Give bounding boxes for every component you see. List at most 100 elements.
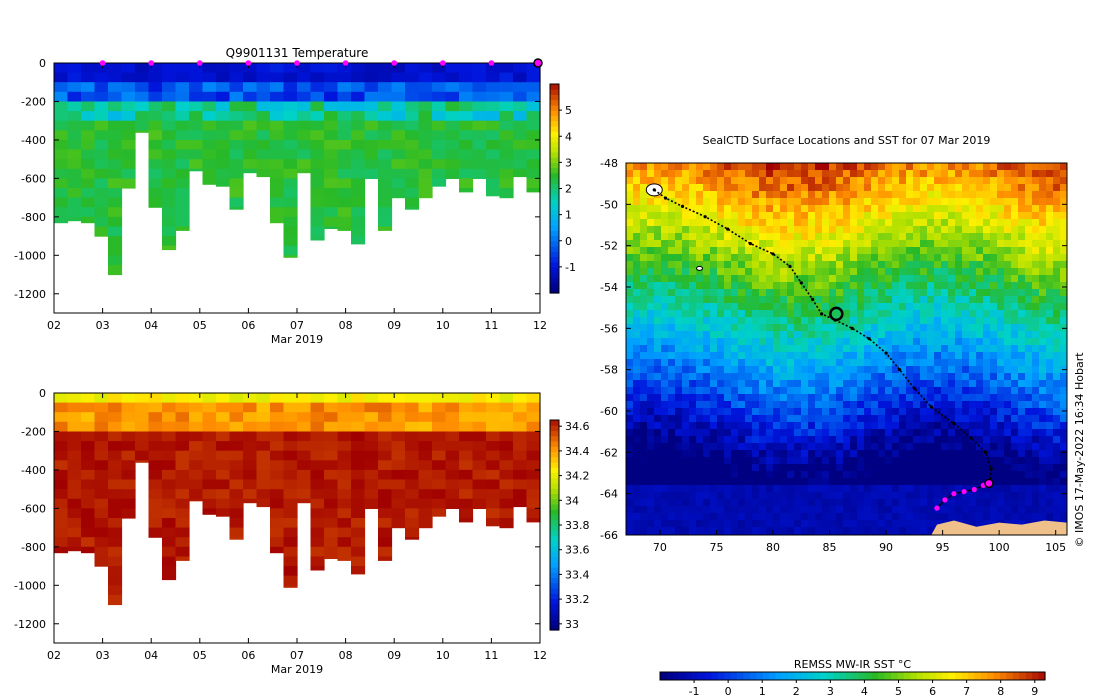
sst-cell — [738, 261, 746, 269]
colorbar-segment — [550, 204, 559, 210]
sst-cell — [773, 478, 781, 486]
sst-cell — [850, 247, 858, 255]
profile-cell — [94, 402, 109, 413]
sst-cell — [857, 415, 865, 423]
sst-cell — [1018, 373, 1026, 381]
sst-cell — [731, 373, 739, 381]
sst-cell — [1032, 212, 1040, 220]
sst-cell — [766, 303, 774, 311]
sst-cell — [962, 212, 970, 220]
track-point — [989, 467, 993, 471]
sst-cell — [745, 317, 753, 325]
profile-cell — [108, 255, 123, 266]
sst-cell — [1025, 289, 1033, 297]
sst-cell — [983, 506, 991, 514]
profile-cell — [54, 178, 69, 189]
sst-cell — [738, 282, 746, 290]
profile-cell — [202, 178, 217, 185]
sst-cell — [990, 450, 998, 458]
sst-cell — [626, 198, 634, 206]
profile-cell — [378, 159, 393, 170]
profile-cell — [202, 508, 217, 515]
sst-cell — [892, 205, 900, 213]
sst-cell — [787, 429, 795, 437]
profile-cell — [189, 63, 204, 74]
sst-cell — [969, 401, 977, 409]
sst-cell — [661, 198, 669, 206]
y-tick-label: -1200 — [14, 288, 46, 301]
sst-cell — [703, 464, 711, 472]
profile-cell — [54, 207, 69, 218]
profile-cell — [162, 441, 177, 452]
sst-colorbar-segment — [685, 672, 693, 680]
sst-cell — [1032, 177, 1040, 185]
sst-cell — [682, 422, 690, 430]
profile-cell — [162, 546, 177, 557]
profile-cell — [499, 72, 514, 83]
sst-cell — [752, 198, 760, 206]
sst-cell — [934, 338, 942, 346]
sst-cell — [906, 457, 914, 465]
sst-cell — [675, 338, 683, 346]
sst-colorbar-segment — [961, 672, 969, 680]
sst-cell — [815, 198, 823, 206]
colorbar-segment — [550, 230, 559, 237]
sst-cell — [941, 296, 949, 304]
profile-cell — [283, 72, 298, 83]
sst-cell — [955, 268, 963, 276]
sst-cell — [1032, 233, 1040, 241]
colorbar-tick-label: 33.6 — [565, 544, 590, 557]
sst-cell — [864, 422, 872, 430]
profile-cell — [432, 508, 447, 517]
sst-cell — [857, 310, 865, 318]
profile-cell — [391, 120, 406, 131]
sst-cell — [857, 338, 865, 346]
sst-cell — [913, 492, 921, 500]
sst-cell — [640, 443, 648, 451]
sst-cell — [1039, 464, 1047, 472]
sst-colorbar-segment — [846, 672, 854, 680]
track-point — [680, 204, 685, 208]
profile-cell — [391, 441, 406, 452]
profile-cell — [283, 412, 298, 423]
sst-cell — [1025, 464, 1033, 472]
profile-cell — [108, 82, 123, 93]
sst-cell — [815, 170, 823, 178]
sst-cell — [892, 408, 900, 416]
sst-cell — [1018, 450, 1026, 458]
sst-cell — [1046, 387, 1054, 395]
sst-cell — [1053, 296, 1061, 304]
sst-cell — [843, 226, 851, 234]
sst-cell — [689, 436, 697, 444]
sst-cell — [808, 415, 816, 423]
profile-cell — [310, 412, 325, 423]
sst-cell — [829, 464, 837, 472]
sst-cell — [976, 499, 984, 507]
profile-cell — [391, 518, 406, 529]
sst-cell — [766, 247, 774, 255]
sst-cell — [976, 345, 984, 353]
sst-cell — [920, 443, 928, 451]
sst-cell — [773, 394, 781, 402]
sst-cell — [843, 457, 851, 465]
sst-cell — [1039, 366, 1047, 374]
profile-cell — [216, 508, 231, 517]
profile-cell — [472, 139, 487, 151]
profile-cell — [364, 91, 379, 102]
sst-cell — [1060, 289, 1067, 297]
sst-cell — [850, 457, 858, 465]
sst-cell — [710, 415, 718, 423]
colorbar-segment — [550, 151, 559, 158]
sst-cell — [822, 170, 830, 178]
sst-cell — [864, 359, 872, 367]
sst-cell — [710, 394, 718, 402]
sst-cell — [745, 513, 753, 521]
sst-cell — [766, 380, 774, 388]
profile-cell — [270, 188, 285, 199]
sst-cell — [969, 408, 977, 416]
sst-cell — [920, 310, 928, 318]
sst-cell — [892, 331, 900, 339]
sst-cell — [1018, 513, 1026, 521]
sst-cell — [822, 422, 830, 430]
sst-cell — [976, 289, 984, 297]
